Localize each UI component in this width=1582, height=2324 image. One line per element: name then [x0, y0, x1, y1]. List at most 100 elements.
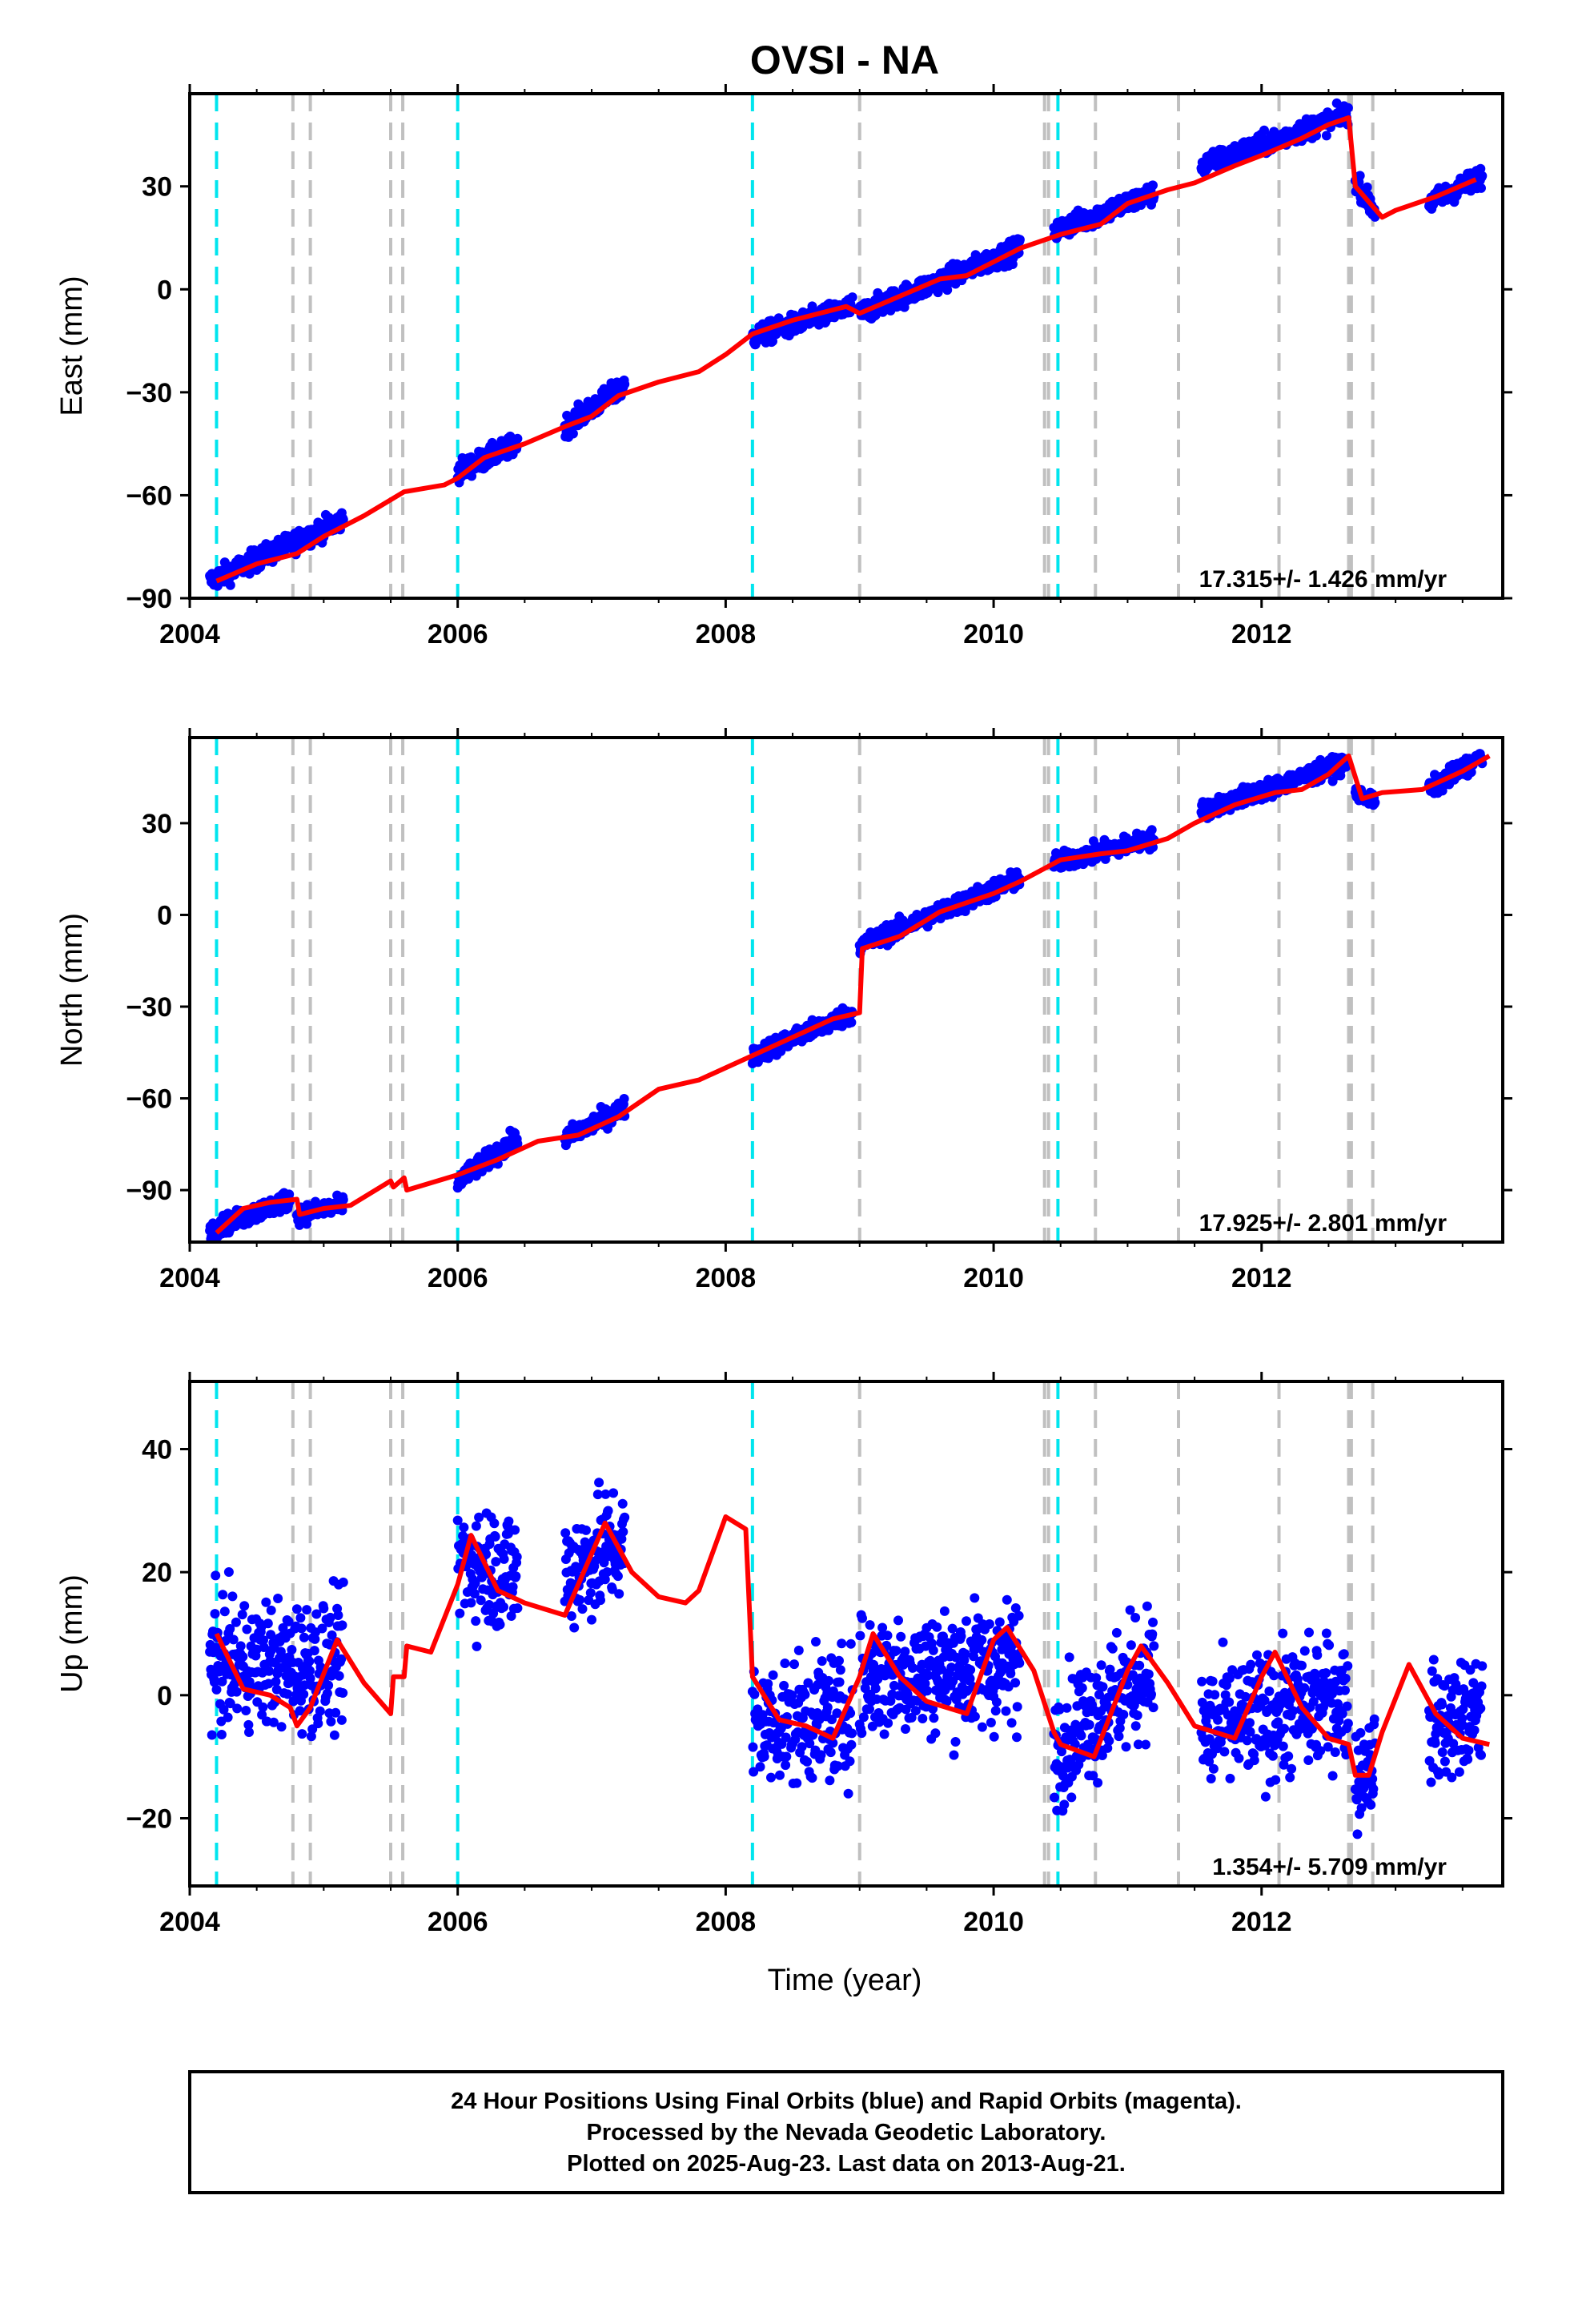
data-point	[1001, 1706, 1011, 1716]
data-point	[1105, 1664, 1115, 1675]
data-point	[1062, 1703, 1072, 1713]
data-point	[263, 1679, 274, 1689]
data-point	[845, 1638, 856, 1649]
data-point	[1093, 1778, 1103, 1788]
data-point	[766, 1772, 776, 1783]
data-point	[1355, 171, 1365, 181]
data-point	[315, 1706, 325, 1716]
data-point	[1279, 1723, 1290, 1734]
data-point	[470, 1578, 480, 1588]
data-point	[939, 1606, 950, 1616]
data-point	[1149, 1641, 1159, 1651]
data-point	[511, 1571, 521, 1582]
data-point	[241, 1706, 251, 1715]
data-point	[1339, 1649, 1349, 1659]
data-point	[755, 1762, 765, 1772]
x-tick-label: 2006	[428, 1263, 488, 1293]
data-point	[459, 1522, 469, 1533]
data-point	[1114, 1731, 1124, 1742]
data-point	[1426, 1777, 1436, 1787]
data-point	[1331, 1676, 1341, 1687]
data-point	[962, 1616, 971, 1626]
data-point	[966, 1665, 976, 1675]
data-point	[877, 1622, 888, 1633]
data-point	[1091, 1673, 1102, 1683]
data-point	[227, 1591, 238, 1602]
data-point	[1439, 1756, 1450, 1767]
data-point	[1014, 235, 1025, 245]
data-point	[266, 1630, 276, 1640]
data-point	[1014, 1610, 1024, 1621]
data-point	[607, 1584, 617, 1594]
data-point	[1219, 1747, 1230, 1757]
data-point	[779, 1680, 789, 1691]
data-point	[1368, 1783, 1379, 1794]
data-point	[1197, 1697, 1207, 1707]
data-point	[577, 1604, 588, 1614]
data-point	[474, 1512, 484, 1522]
data-point	[857, 1728, 867, 1739]
data-point	[295, 1220, 305, 1230]
data-point	[1147, 1629, 1158, 1639]
data-point	[869, 1659, 879, 1670]
data-point	[259, 1635, 268, 1646]
data-point	[237, 1610, 247, 1620]
x-tick-label: 2004	[159, 1263, 220, 1293]
data-point	[1126, 1640, 1136, 1651]
data-point	[1213, 1715, 1223, 1725]
y-axis-label: North (mm)	[55, 913, 89, 1067]
data-point	[620, 1512, 630, 1522]
data-point	[338, 1688, 348, 1698]
data-point	[310, 1634, 320, 1644]
data-point	[305, 1666, 315, 1676]
data-point	[242, 1624, 252, 1634]
data-point	[949, 1750, 959, 1760]
data-point	[1334, 1715, 1344, 1726]
data-point	[846, 1017, 857, 1027]
data-point	[217, 1676, 227, 1687]
data-point	[889, 1680, 899, 1691]
data-point	[1204, 1756, 1215, 1767]
data-point	[276, 1722, 287, 1732]
data-point	[283, 1689, 293, 1699]
data-point	[908, 1663, 917, 1673]
data-point	[1076, 1731, 1086, 1741]
data-point	[805, 1739, 815, 1749]
data-point	[824, 1675, 834, 1686]
data-point	[338, 514, 348, 525]
data-point	[471, 1616, 481, 1626]
data-point	[295, 1613, 306, 1623]
data-point	[469, 1589, 480, 1599]
data-point	[1002, 1594, 1012, 1605]
data-point	[1210, 1690, 1220, 1700]
data-point	[1143, 1669, 1154, 1679]
data-point	[266, 1605, 276, 1615]
data-point	[512, 1139, 523, 1149]
data-point	[232, 1703, 243, 1714]
data-point	[1084, 1719, 1094, 1730]
data-point	[1133, 1739, 1143, 1750]
y-tick-label: −30	[126, 992, 172, 1023]
data-point	[789, 1659, 799, 1670]
data-point	[1427, 1666, 1437, 1676]
data-point	[1299, 1683, 1310, 1693]
data-point	[569, 1622, 580, 1633]
data-point	[268, 1717, 279, 1727]
data-point	[211, 1684, 222, 1695]
data-point	[219, 1704, 229, 1715]
data-point	[614, 1589, 624, 1599]
data-point	[1330, 1747, 1340, 1757]
data-point	[749, 1689, 760, 1699]
data-point	[1097, 1751, 1107, 1760]
data-point	[1288, 1706, 1298, 1716]
data-point	[970, 1593, 980, 1603]
data-point	[566, 1611, 576, 1621]
y-tick-label: 0	[157, 900, 172, 931]
plot-area	[205, 1381, 1490, 1886]
data-point	[1206, 1774, 1216, 1783]
data-point	[225, 1699, 235, 1709]
data-point	[1121, 1742, 1131, 1752]
data-point	[476, 1595, 486, 1606]
data-point	[1327, 1771, 1338, 1781]
